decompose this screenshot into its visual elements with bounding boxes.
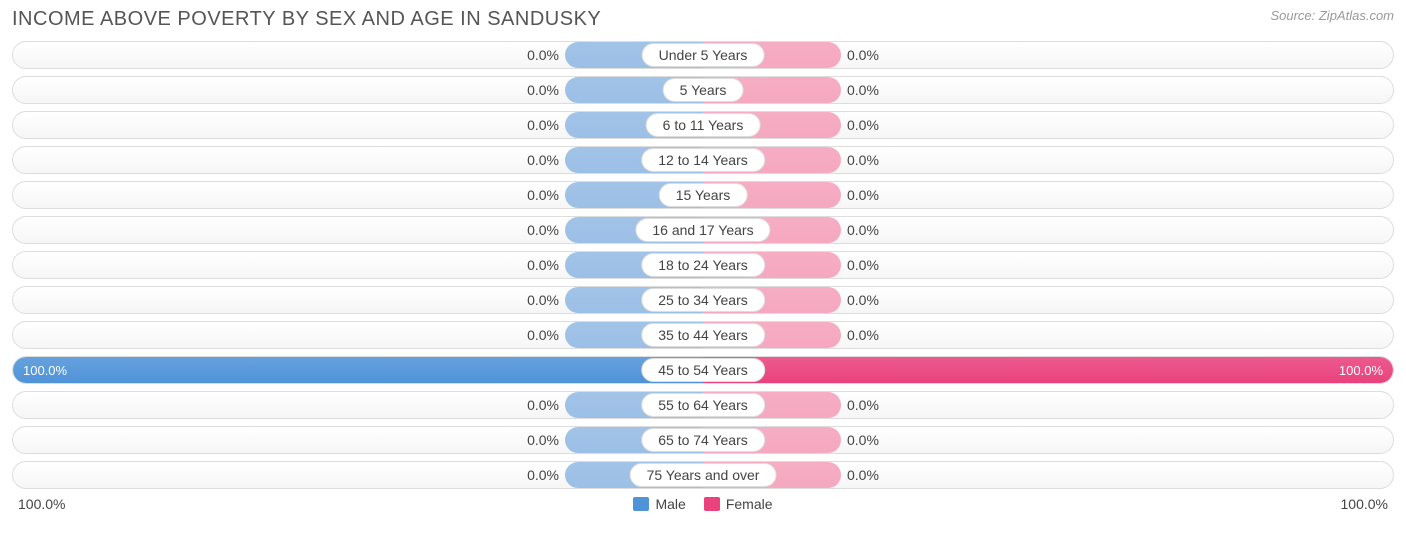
male-value: 0.0% <box>521 327 565 343</box>
female-half: 0.0% <box>703 252 1393 278</box>
chart-row: 0.0% 0.0% 16 and 17 Years <box>12 216 1394 244</box>
female-half: 0.0% <box>703 182 1393 208</box>
male-half: 0.0% <box>13 322 703 348</box>
male-value: 0.0% <box>521 397 565 413</box>
male-value: 0.0% <box>521 47 565 63</box>
female-value: 0.0% <box>841 467 885 483</box>
chart-row: 0.0% 0.0% 6 to 11 Years <box>12 111 1394 139</box>
legend: Male Female <box>633 496 772 512</box>
chart-row: 0.0% 0.0% 75 Years and over <box>12 461 1394 489</box>
female-half: 0.0% <box>703 147 1393 173</box>
female-value: 0.0% <box>841 292 885 308</box>
male-value: 0.0% <box>521 222 565 238</box>
chart-row: 0.0% 0.0% 55 to 64 Years <box>12 391 1394 419</box>
female-value: 0.0% <box>841 117 885 133</box>
male-value: 0.0% <box>521 82 565 98</box>
male-half: 0.0% <box>13 462 703 488</box>
male-half: 0.0% <box>13 182 703 208</box>
female-half: 0.0% <box>703 392 1393 418</box>
diverging-bar-chart: 0.0%0.0%Under 5 Years0.0%0.0%5 Years0.0%… <box>12 41 1394 489</box>
female-half: 0.0% <box>703 287 1393 313</box>
footer: 100.0% Male Female 100.0% <box>12 496 1394 512</box>
legend-male-label: Male <box>655 496 685 512</box>
source-attribution: Source: ZipAtlas.com <box>1270 8 1394 23</box>
category-label: 75 Years and over <box>630 463 777 487</box>
male-half: 0.0% <box>13 217 703 243</box>
chart-row: 0.0% 0.0% 35 to 44 Years <box>12 321 1394 349</box>
female-value: 0.0% <box>841 82 885 98</box>
female-value: 0.0% <box>841 222 885 238</box>
male-half: 0.0% <box>13 147 703 173</box>
category-label: 12 to 14 Years <box>641 148 765 172</box>
chart-container: INCOME ABOVE POVERTY BY SEX AND AGE IN S… <box>0 0 1406 516</box>
category-label: 55 to 64 Years <box>641 393 765 417</box>
chart-row: 0.0% 0.0% 12 to 14 Years <box>12 146 1394 174</box>
male-half: 0.0% <box>13 392 703 418</box>
male-half: 0.0% <box>13 77 703 103</box>
female-half: 0.0% <box>703 322 1393 348</box>
female-value: 0.0% <box>841 187 885 203</box>
category-label: 65 to 74 Years <box>641 428 765 452</box>
chart-row: 100.0% 100.0% 45 to 54 Years <box>12 356 1394 384</box>
male-value: 0.0% <box>521 467 565 483</box>
header: INCOME ABOVE POVERTY BY SEX AND AGE IN S… <box>12 8 1394 31</box>
category-label: 45 to 54 Years <box>641 358 765 382</box>
female-half: 0.0% <box>703 77 1393 103</box>
category-label: 25 to 34 Years <box>641 288 765 312</box>
male-value: 0.0% <box>521 292 565 308</box>
male-half: 0.0% <box>13 287 703 313</box>
chart-row: 0.0% 0.0% 25 to 34 Years <box>12 286 1394 314</box>
female-value: 100.0% <box>1339 363 1383 378</box>
category-label: 35 to 44 Years <box>641 323 765 347</box>
legend-female-swatch <box>704 497 720 511</box>
female-value: 0.0% <box>841 47 885 63</box>
category-label: 15 Years <box>659 183 748 207</box>
male-half: 0.0% <box>13 252 703 278</box>
chart-row: 0.0% 0.0% Under 5 Years <box>12 41 1394 69</box>
male-half: 0.0% <box>13 112 703 138</box>
male-half: 100.0% <box>13 357 703 383</box>
female-value: 0.0% <box>841 257 885 273</box>
axis-left-label: 100.0% <box>18 496 65 512</box>
legend-male: Male <box>633 496 685 512</box>
male-value: 100.0% <box>23 363 67 378</box>
female-value: 0.0% <box>841 432 885 448</box>
female-bar: 100.0% <box>703 357 1393 383</box>
category-label: Under 5 Years <box>642 43 765 67</box>
female-half: 100.0% <box>703 357 1393 383</box>
axis-right-label: 100.0% <box>1341 496 1388 512</box>
female-half: 0.0% <box>703 217 1393 243</box>
male-value: 0.0% <box>521 432 565 448</box>
female-value: 0.0% <box>841 152 885 168</box>
female-half: 0.0% <box>703 42 1393 68</box>
female-value: 0.0% <box>841 397 885 413</box>
male-half: 0.0% <box>13 42 703 68</box>
male-value: 0.0% <box>521 187 565 203</box>
legend-male-swatch <box>633 497 649 511</box>
legend-female-label: Female <box>726 496 773 512</box>
male-value: 0.0% <box>521 152 565 168</box>
legend-female: Female <box>704 496 773 512</box>
male-bar: 100.0% <box>13 357 703 383</box>
female-half: 0.0% <box>703 112 1393 138</box>
female-half: 0.0% <box>703 462 1393 488</box>
chart-title: INCOME ABOVE POVERTY BY SEX AND AGE IN S… <box>12 8 601 31</box>
male-half: 0.0% <box>13 427 703 453</box>
male-value: 0.0% <box>521 117 565 133</box>
category-label: 18 to 24 Years <box>641 253 765 277</box>
category-label: 16 and 17 Years <box>635 218 770 242</box>
chart-row: 0.0% 0.0% 15 Years <box>12 181 1394 209</box>
category-label: 6 to 11 Years <box>646 113 761 137</box>
male-value: 0.0% <box>521 257 565 273</box>
chart-row: 0.0% 0.0% 18 to 24 Years <box>12 251 1394 279</box>
female-value: 0.0% <box>841 327 885 343</box>
female-half: 0.0% <box>703 427 1393 453</box>
chart-row: 0.0% 0.0% 5 Years <box>12 76 1394 104</box>
category-label: 5 Years <box>663 78 744 102</box>
chart-row: 0.0% 0.0% 65 to 74 Years <box>12 426 1394 454</box>
